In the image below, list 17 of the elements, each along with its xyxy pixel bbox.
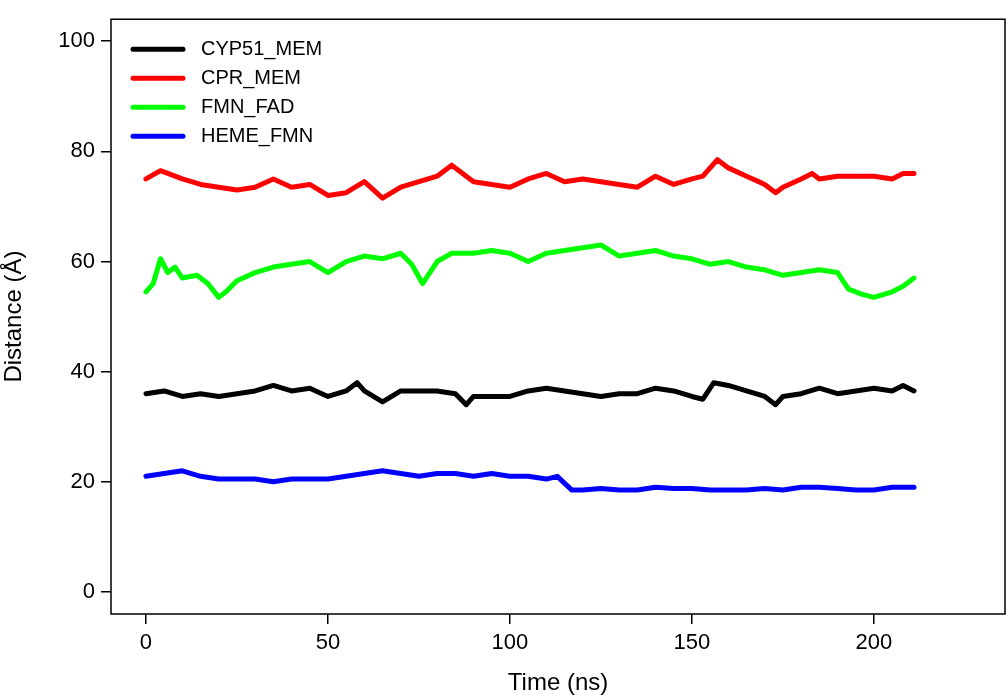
x-axis-title: Time (ns): [507, 668, 609, 696]
y-tick-label: 60: [70, 247, 95, 273]
y-axis-title: Distance (Å): [0, 250, 27, 383]
x-tick-label: 150: [673, 629, 711, 655]
y-tick-label: 80: [70, 137, 95, 163]
legend-label: CYP51_MEM: [201, 36, 323, 60]
y-tick-label: 40: [70, 357, 95, 383]
x-tick-label: 200: [855, 629, 893, 655]
y-tick-label: 0: [82, 578, 95, 604]
legend-label: HEME_FMN: [201, 123, 314, 147]
x-tick-label: 50: [315, 629, 341, 655]
legend-label: CPR_MEM: [201, 65, 302, 89]
y-tick-label: 20: [70, 467, 95, 493]
x-tick-label: 0: [139, 629, 153, 655]
x-tick-label: 100: [491, 629, 529, 655]
y-tick-label: 100: [58, 27, 95, 53]
legend-label: FMN_FAD: [201, 94, 295, 118]
